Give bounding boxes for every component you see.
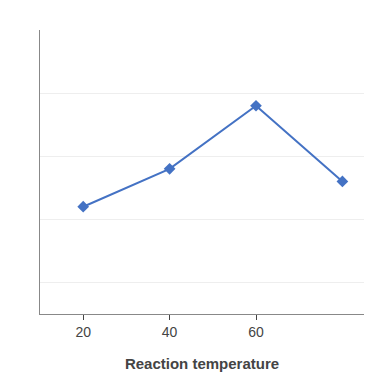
svg-text:20: 20 (75, 324, 91, 340)
svg-text:60: 60 (248, 324, 264, 340)
svg-text:40: 40 (162, 324, 178, 340)
svg-text:Reaction temperature: Reaction temperature (125, 355, 279, 372)
